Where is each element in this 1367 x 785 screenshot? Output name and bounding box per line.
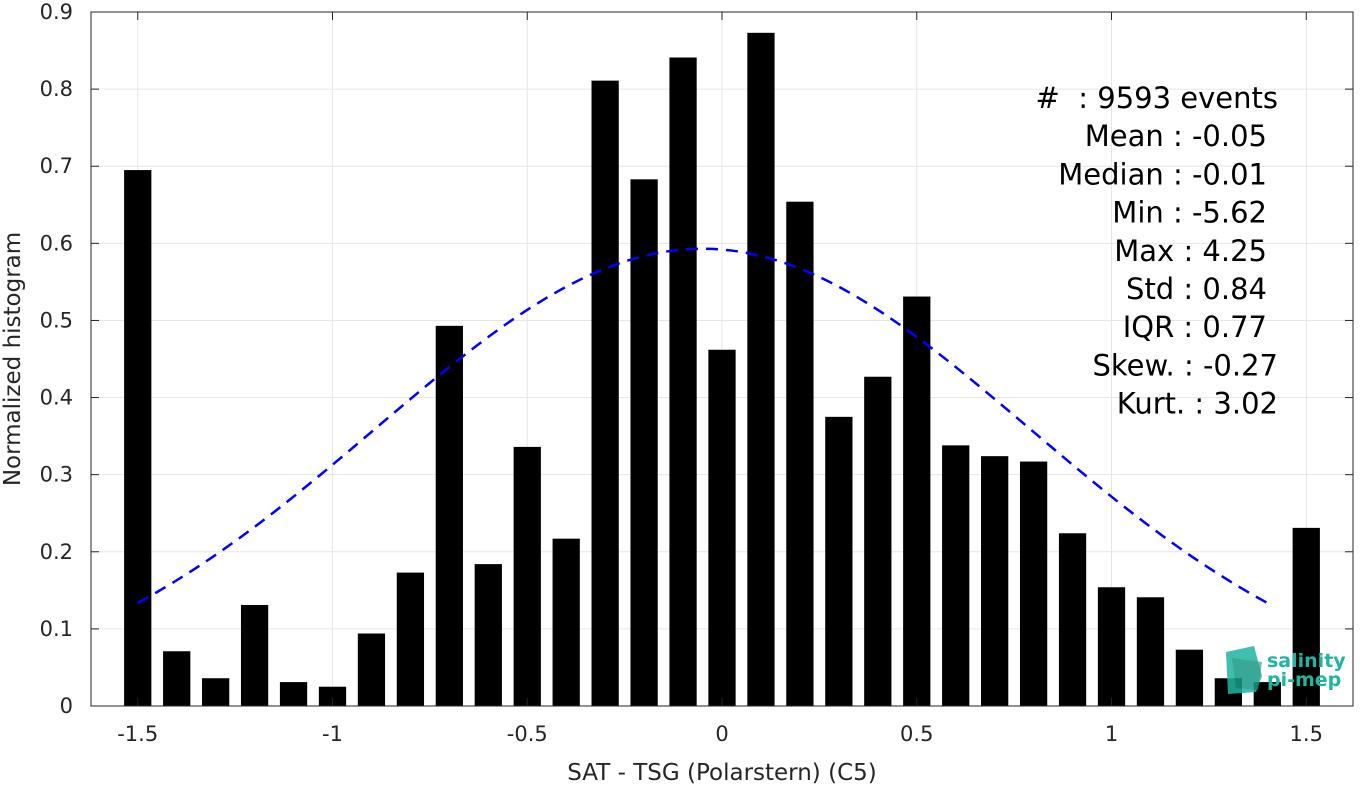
y-axis: 0 0.1 0.2 0.3 0.4 0.5 0.6 0.7 0.8 0.9	[40, 0, 1353, 718]
stats-line-7: Skew. : -0.27	[1092, 348, 1278, 382]
y-tick-label-7: 0.7	[40, 154, 73, 178]
salinity-pi-mep-logo: salinity pi-mep	[1226, 646, 1346, 694]
bar-7	[396, 572, 425, 706]
bar-8	[435, 325, 463, 706]
stats-line-8: Kurt. : 3.02	[1117, 387, 1278, 421]
stats-line-6: IQR : 0.77	[1123, 310, 1267, 344]
bar-6	[357, 633, 386, 706]
y-tick-label-6: 0.6	[40, 231, 73, 255]
y-tick-label-9: 0.9	[40, 0, 73, 24]
stats-line-0: # : 9593 events	[1036, 81, 1278, 115]
y-axis-title: Normalized histogram	[0, 232, 26, 486]
y-tick-label-0: 0	[60, 694, 73, 718]
stats-line-3: Min : -5.62	[1112, 196, 1267, 230]
bar-13	[630, 179, 658, 706]
x-tick-label-0: -1.5	[117, 722, 158, 746]
bar-19	[864, 376, 892, 706]
bar-24	[1058, 533, 1087, 706]
x-tick-label-2: -0.5	[507, 722, 548, 746]
x-tick-label-3: 0	[715, 722, 728, 746]
bar-9	[474, 564, 502, 706]
x-axis: -1.5 -1 -0.5 0 0.5 1 1.5	[117, 12, 1323, 746]
y-tick-label-2: 0.2	[40, 540, 73, 564]
x-tick-label-6: 1.5	[1290, 722, 1323, 746]
bar-22	[981, 456, 1009, 706]
bar-5	[318, 686, 347, 706]
bar-4	[279, 682, 308, 706]
bar-12	[591, 80, 619, 706]
bar-30	[1292, 527, 1320, 706]
bar-10	[513, 446, 541, 706]
gaussian-fit-curve	[137, 247, 1268, 605]
bar-25	[1097, 587, 1126, 706]
y-tick-label-8: 0.8	[40, 77, 73, 101]
bar-0	[124, 170, 152, 707]
bar-14	[669, 57, 697, 707]
stats-line-1: Mean : -0.05	[1085, 119, 1267, 153]
bar-3	[240, 604, 269, 706]
bar-11	[552, 538, 580, 706]
stats-line-2: Median : -0.01	[1058, 157, 1267, 191]
bars	[124, 32, 1320, 707]
bar-26	[1136, 597, 1165, 706]
logo-text-line1: salinity	[1267, 650, 1346, 672]
bar-23	[1019, 461, 1048, 706]
y-tick-label-1: 0.1	[40, 617, 73, 641]
y-tick-label-4: 0.4	[40, 386, 73, 410]
x-tick-label-4: 0.5	[900, 722, 933, 746]
bar-21	[942, 445, 970, 706]
x-axis-title: SAT - TSG (Polarstern) (C5)	[567, 760, 876, 785]
wave-logo-icon	[1226, 646, 1262, 694]
bar-15	[708, 349, 736, 706]
stats-annotation: # : 9593 events Mean : -0.05 Median : -0.0…	[1036, 81, 1278, 421]
stats-line-5: Std : 0.84	[1126, 272, 1267, 306]
y-tick-label-3: 0.3	[40, 463, 73, 487]
bar-29	[1253, 682, 1281, 706]
y-tick-label-5: 0.5	[40, 308, 73, 332]
bar-18	[825, 416, 853, 706]
logo-text-line2: pi-mep	[1267, 669, 1341, 691]
stats-line-4: Max : 4.25	[1114, 234, 1267, 268]
bar-2	[202, 678, 230, 706]
bar-17	[786, 201, 814, 706]
x-tick-label-1: -1	[322, 722, 343, 746]
x-tick-label-5: 1	[1105, 722, 1118, 746]
bar-1	[163, 651, 191, 706]
bar-16	[747, 32, 775, 706]
bar-20	[903, 296, 931, 706]
bar-27	[1175, 649, 1204, 706]
